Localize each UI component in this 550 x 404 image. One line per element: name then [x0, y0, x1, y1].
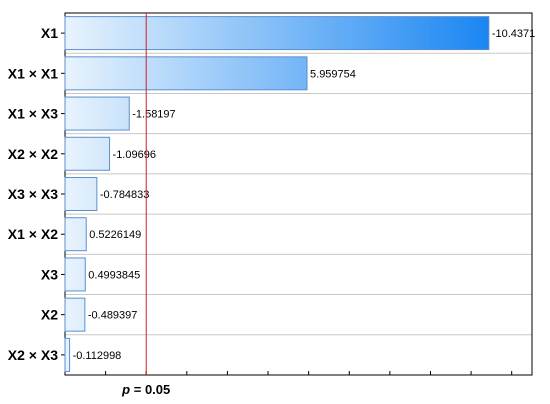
bar: [64, 297, 86, 332]
value-labels: -10.4371 5.959754 -1.58197 -1.09696 -0.78483…: [73, 28, 536, 362]
category-label: X1: [41, 25, 58, 41]
bar: [64, 56, 308, 91]
category-label: X2 × X2: [8, 146, 58, 162]
bar: [64, 136, 111, 171]
bar: [64, 217, 87, 252]
significance-label: p = 0.05: [121, 382, 170, 397]
value-label: -0.489397: [88, 310, 138, 322]
category-label: X1 × X3: [8, 106, 58, 122]
category-label: X3: [41, 266, 58, 282]
value-label: -0.784833: [100, 189, 150, 201]
bar: [64, 16, 490, 51]
bar: [64, 177, 98, 211]
gridlines: [65, 52, 532, 336]
value-label: 0.4993845: [88, 269, 140, 281]
value-label: 5.959754: [310, 68, 356, 80]
value-label: 0.5226149: [89, 229, 141, 241]
significance-label-p: p: [121, 382, 130, 397]
value-label: -1.09696: [113, 149, 156, 161]
bar: [64, 96, 130, 131]
bar: [64, 257, 86, 292]
value-label: -1.58197: [132, 109, 175, 121]
bar: [64, 337, 71, 372]
bars: [64, 16, 490, 372]
category-label: X1 × X2: [8, 226, 58, 242]
significance-label-value: = 0.05: [130, 382, 170, 397]
category-labels: X1 X1 × X1 X1 × X3 X2 × X2 X3 × X3 X1 × X2 X3 X…: [8, 25, 58, 363]
category-label: X1 × X1: [8, 65, 58, 81]
value-label: -10.4371: [492, 28, 535, 40]
axis-ticks: [61, 32, 513, 375]
value-label: -0.112998: [73, 350, 122, 362]
category-label: X2 × X3: [8, 347, 58, 363]
category-label: X2: [41, 307, 58, 323]
category-label: X3 × X3: [8, 186, 58, 202]
